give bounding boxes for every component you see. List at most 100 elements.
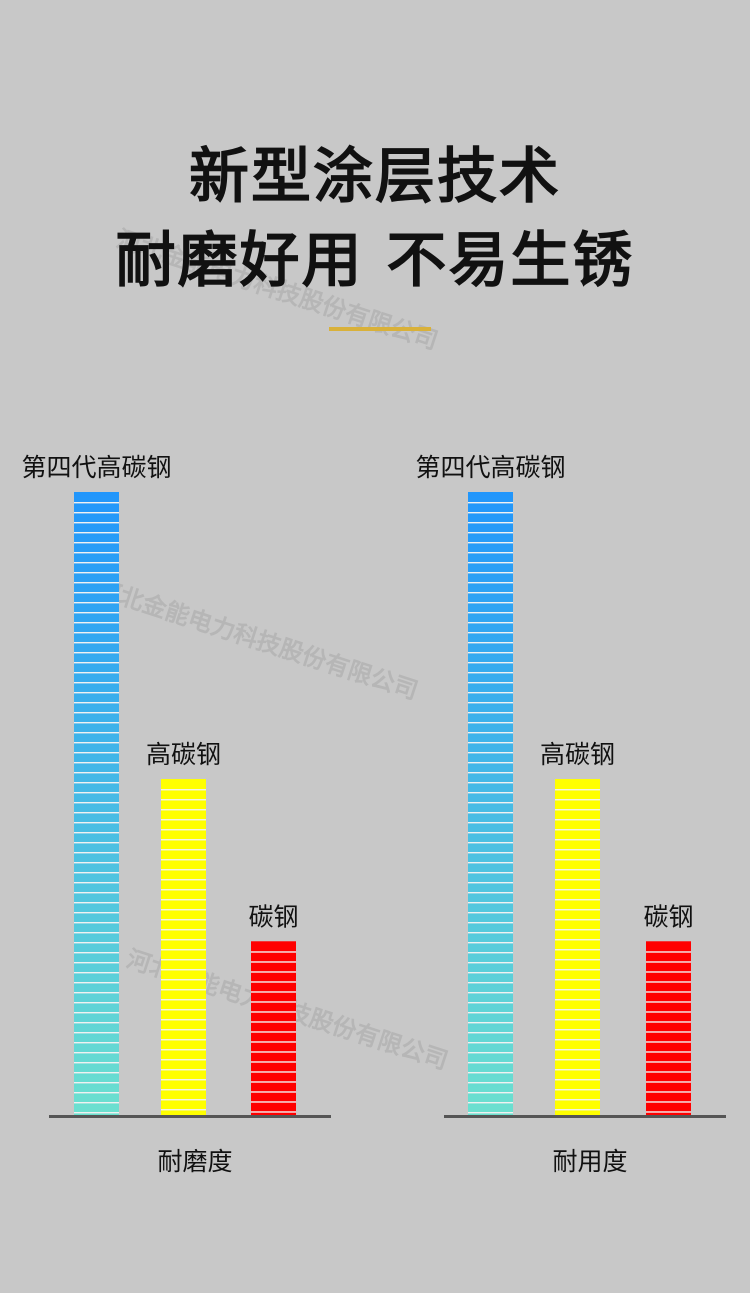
bar-stripe — [468, 872, 513, 874]
bar-stripe — [555, 1069, 600, 1071]
bar-stripe — [646, 1071, 691, 1073]
bar-stripe — [74, 562, 119, 564]
bar-stripe — [646, 1051, 691, 1053]
bar-stripe — [468, 1082, 513, 1084]
bar-stripe — [74, 692, 119, 694]
bar-stripe — [646, 1031, 691, 1033]
bar-stripe — [251, 1031, 296, 1033]
bar-stripe — [468, 832, 513, 834]
bar-stripe — [161, 999, 206, 1001]
bar-stripe — [74, 1032, 119, 1034]
bar-stripe — [555, 919, 600, 921]
baseline — [444, 1115, 726, 1118]
bar-stripe — [161, 959, 206, 961]
bar-stripe — [468, 642, 513, 644]
bar-stripe — [161, 869, 206, 871]
bar-label: 第四代高碳钢 — [21, 453, 171, 482]
title-underline — [329, 327, 431, 331]
bar-stripe — [251, 1021, 296, 1023]
bar-stripe — [74, 682, 119, 684]
bar-stripe — [555, 1099, 600, 1101]
bar-stripe — [555, 839, 600, 841]
bar-label: 碳钢 — [643, 902, 693, 931]
bar-stripe — [555, 979, 600, 981]
title-line-2: 耐磨好用 不易生锈 — [115, 226, 635, 296]
bar-stripe — [468, 672, 513, 674]
bar-stripe — [161, 1069, 206, 1071]
bar-stripe — [74, 792, 119, 794]
bar-stripe — [74, 552, 119, 554]
bar-stripe — [468, 752, 513, 754]
bar-stripe — [555, 859, 600, 861]
bar-3 — [251, 941, 296, 1116]
bar-stripe — [161, 889, 206, 891]
bar-stripe — [161, 1099, 206, 1101]
bar-stripe — [74, 1092, 119, 1094]
bar-stripe — [74, 502, 119, 504]
bar-stripe — [646, 1111, 691, 1113]
bar-stripe — [74, 612, 119, 614]
bar-stripe — [468, 682, 513, 684]
bar-stripe — [251, 1101, 296, 1103]
bar-stripe — [555, 1049, 600, 1051]
bar-stripe — [468, 522, 513, 524]
bar-stripe — [468, 812, 513, 814]
bar-stripe — [468, 912, 513, 914]
bar-stripe — [74, 722, 119, 724]
bar-stripe — [468, 552, 513, 554]
bar-stripe — [161, 929, 206, 931]
bar-stripe — [74, 902, 119, 904]
bar-stripe — [468, 512, 513, 514]
bar-2 — [161, 779, 206, 1116]
bar-label: 高碳钢 — [540, 740, 615, 769]
bar-stripe — [74, 812, 119, 814]
bar-stripe — [251, 1041, 296, 1043]
bar-stripe — [74, 922, 119, 924]
bar-stripe — [251, 951, 296, 953]
bar-stripe — [74, 1082, 119, 1084]
bar-stripe — [161, 1109, 206, 1111]
bar-stripe — [468, 502, 513, 504]
bar-stripe — [468, 622, 513, 624]
bar-stripe — [251, 1011, 296, 1013]
bar-stripe — [646, 1091, 691, 1093]
bar-stripe — [74, 752, 119, 754]
bar-stripe — [74, 652, 119, 654]
bar-stripe — [161, 859, 206, 861]
bar-stripe — [161, 1079, 206, 1081]
bar-stripe — [161, 849, 206, 851]
x-axis-label: 耐用度 — [552, 1147, 627, 1176]
bar-stripe — [555, 1039, 600, 1041]
bar-stripe — [555, 969, 600, 971]
bar-stripe — [468, 1092, 513, 1094]
bar-stripe — [468, 592, 513, 594]
bar-stripe — [251, 1081, 296, 1083]
bar-stripe — [468, 892, 513, 894]
bar-stripe — [555, 949, 600, 951]
title-line-1: 新型涂层技术 — [189, 142, 561, 212]
bar-stripe — [468, 662, 513, 664]
bar-stripe — [468, 882, 513, 884]
bar-stripe — [646, 991, 691, 993]
bar-1 — [468, 492, 513, 1116]
bar-stripe — [468, 712, 513, 714]
bar-stripe — [251, 1051, 296, 1053]
bar-stripe — [74, 982, 119, 984]
bar-stripe — [468, 1012, 513, 1014]
bar-stripe — [468, 962, 513, 964]
bar-stripe — [555, 849, 600, 851]
bar-stripe — [555, 889, 600, 891]
bar-stripe — [74, 662, 119, 664]
bar-stripe — [74, 802, 119, 804]
bar-label: 碳钢 — [248, 902, 298, 931]
bar-stripe — [161, 1029, 206, 1031]
bar-stripe — [468, 542, 513, 544]
bar-stripe — [468, 572, 513, 574]
bar-stripe — [468, 842, 513, 844]
bar-stripe — [468, 862, 513, 864]
bar-stripe — [74, 1052, 119, 1054]
bar-stripe — [74, 882, 119, 884]
bar-stripe — [555, 1109, 600, 1111]
bar-stripe — [555, 1009, 600, 1011]
